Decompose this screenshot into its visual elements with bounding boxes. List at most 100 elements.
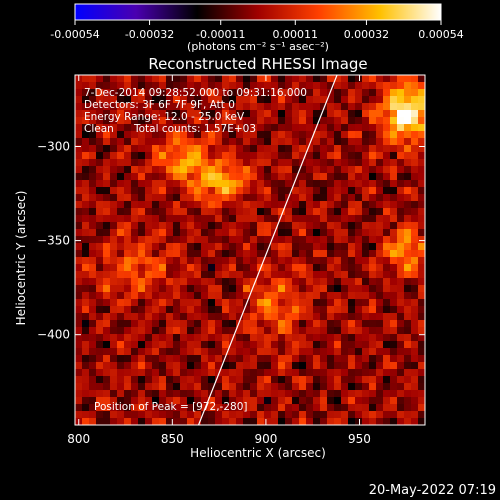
heatmap-cell <box>250 124 258 132</box>
heatmap-cell <box>159 222 167 230</box>
heatmap-cell <box>229 131 237 139</box>
heatmap-cell <box>355 404 363 412</box>
heatmap-cell <box>264 243 272 251</box>
heatmap-cell <box>229 152 237 160</box>
heatmap-cell <box>124 215 132 223</box>
heatmap-cell <box>271 145 279 153</box>
heatmap-cell <box>194 404 202 412</box>
heatmap-cell <box>243 180 251 188</box>
heatmap-cell <box>229 110 237 118</box>
heatmap-cell <box>117 278 125 286</box>
heatmap-cell <box>418 418 425 425</box>
heatmap-cell <box>96 124 104 132</box>
heatmap-cell <box>131 390 139 398</box>
heatmap-cell <box>222 152 230 160</box>
heatmap-cell <box>145 397 153 405</box>
heatmap-cell <box>306 243 314 251</box>
heatmap-cell <box>194 390 202 398</box>
heatmap-cell <box>397 166 405 174</box>
heatmap-cell <box>334 355 342 363</box>
heatmap-cell <box>285 89 293 97</box>
heatmap-cell <box>306 222 314 230</box>
heatmap-cell <box>96 383 104 391</box>
heatmap-cell <box>117 313 125 321</box>
heatmap-cell <box>215 355 223 363</box>
heatmap-cell <box>327 124 335 132</box>
heatmap-cell <box>390 313 398 321</box>
heatmap-cell <box>348 145 356 153</box>
heatmap-cell <box>376 334 384 342</box>
heatmap-cell <box>285 285 293 293</box>
heatmap-cell <box>278 327 286 335</box>
heatmap-cell <box>292 404 300 412</box>
heatmap-cell <box>180 250 188 258</box>
heatmap-cell <box>327 355 335 363</box>
heatmap-cell <box>75 194 83 202</box>
heatmap-cell <box>159 194 167 202</box>
heatmap-cell <box>110 222 118 230</box>
heatmap-cell <box>124 418 132 425</box>
heatmap-cell <box>152 180 160 188</box>
heatmap-cell <box>257 82 265 90</box>
heatmap-cell <box>390 257 398 265</box>
heatmap-cell <box>243 201 251 209</box>
heatmap-cell <box>292 285 300 293</box>
heatmap-cell <box>236 103 244 111</box>
heatmap-cell <box>103 299 111 307</box>
heatmap-cell <box>96 271 104 279</box>
heatmap-cell <box>362 411 370 419</box>
heatmap-cell <box>376 369 384 377</box>
heatmap-cell <box>222 390 230 398</box>
heatmap-cell <box>327 257 335 265</box>
heatmap-cell <box>355 180 363 188</box>
heatmap-cell <box>187 271 195 279</box>
heatmap-cell <box>208 75 216 83</box>
heatmap-cell <box>131 110 139 118</box>
heatmap-cell <box>404 418 412 425</box>
heatmap-cell <box>201 96 209 104</box>
heatmap-cell <box>222 187 230 195</box>
heatmap-cell <box>362 334 370 342</box>
heatmap-cell <box>110 152 118 160</box>
heatmap-cell <box>145 215 153 223</box>
heatmap-cell <box>96 110 104 118</box>
heatmap-cell <box>96 89 104 97</box>
heatmap-cell <box>418 411 425 419</box>
heatmap-cell <box>334 173 342 181</box>
heatmap-cell <box>341 418 349 425</box>
heatmap-cell <box>138 411 146 419</box>
heatmap-cell <box>138 138 146 146</box>
heatmap-cell <box>201 418 209 425</box>
heatmap-cell <box>215 89 223 97</box>
heatmap-cell <box>201 376 209 384</box>
heatmap-cell <box>292 82 300 90</box>
heatmap-cell <box>194 313 202 321</box>
heatmap-cell <box>348 418 356 425</box>
heatmap-cell <box>173 306 181 314</box>
heatmap-cell <box>229 327 237 335</box>
heatmap-cell <box>390 152 398 160</box>
heatmap-cell <box>243 257 251 265</box>
heatmap-cell <box>320 327 328 335</box>
heatmap-cell <box>390 222 398 230</box>
heatmap-cell <box>187 334 195 342</box>
heatmap-cell <box>327 362 335 370</box>
heatmap-cell <box>124 264 132 272</box>
heatmap-cell <box>201 215 209 223</box>
heatmap-cell <box>222 145 230 153</box>
heatmap-cell <box>201 145 209 153</box>
heatmap-cell <box>348 208 356 216</box>
heatmap-cell <box>103 320 111 328</box>
heatmap-cell <box>229 173 237 181</box>
heatmap-cell <box>341 369 349 377</box>
heatmap-cell <box>222 257 230 265</box>
heatmap-cell <box>292 173 300 181</box>
heatmap-cell <box>131 362 139 370</box>
heatmap-cell <box>82 278 90 286</box>
heatmap-cell <box>82 75 90 83</box>
heatmap-cell <box>313 180 321 188</box>
heatmap-cell <box>145 201 153 209</box>
heatmap-cell <box>418 173 425 181</box>
heatmap-cell <box>271 215 279 223</box>
heatmap-cell <box>138 117 146 125</box>
